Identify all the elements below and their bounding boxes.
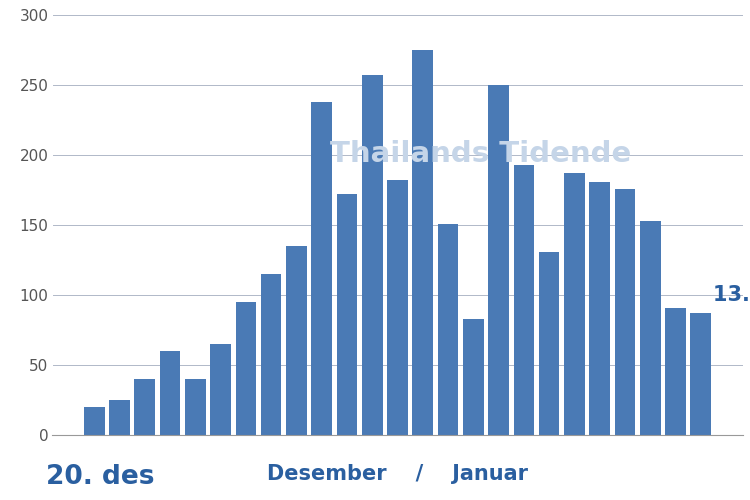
Bar [691,313,711,435]
Bar [84,407,104,435]
Bar [438,224,458,435]
Bar [514,165,534,435]
Bar [311,102,332,435]
Bar [463,319,484,435]
Bar [110,400,130,435]
Bar [362,75,382,435]
Bar [261,274,281,435]
Bar [538,252,560,435]
Bar [134,379,155,435]
Bar [614,188,635,435]
Bar [210,344,231,435]
Bar [665,308,686,435]
Bar [185,379,206,435]
Text: 20. des: 20. des [46,464,154,490]
Bar [413,50,434,435]
Text: 13. jan: 13. jan [713,285,750,305]
Text: Thailands Tidende: Thailands Tidende [330,140,631,168]
Bar [236,302,256,435]
Bar [488,85,509,435]
Bar [160,351,181,435]
Bar [564,173,585,435]
Bar [337,194,357,435]
Bar [590,182,610,435]
Text: Desember    /    Januar: Desember / Januar [267,464,528,484]
Bar [387,180,408,435]
Bar [286,246,307,435]
Bar [640,221,661,435]
